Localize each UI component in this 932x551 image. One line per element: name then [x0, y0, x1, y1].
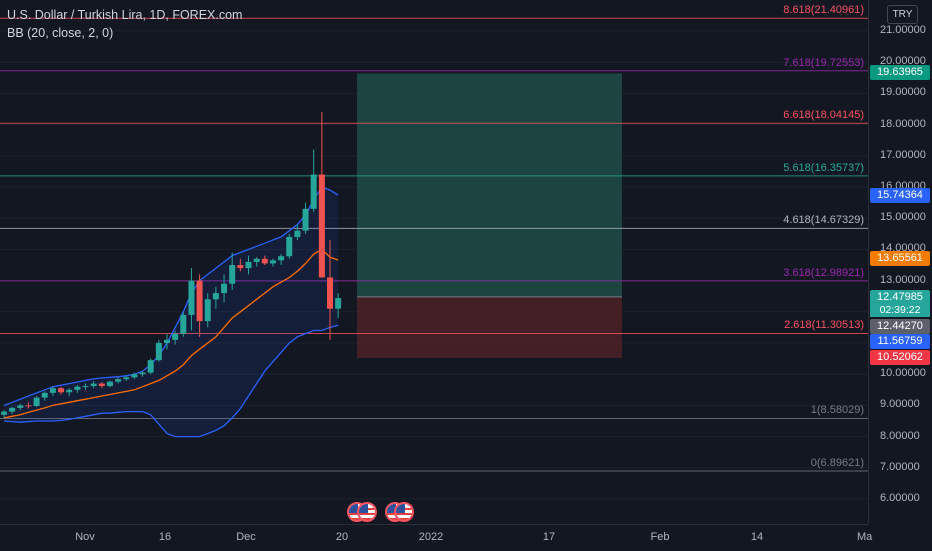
price-tick-label: 13.00000 — [880, 273, 926, 286]
bb-upper-line — [3, 186, 339, 407]
bollinger-bands — [3, 186, 339, 438]
us-flag-event-icon[interactable] — [357, 502, 377, 522]
candle-body — [180, 314, 187, 334]
fib-level-label: 3.618(12.98921) — [783, 266, 864, 279]
candles — [1, 112, 342, 418]
candle-body — [229, 265, 236, 284]
candle-body — [74, 386, 81, 390]
candle-body — [82, 386, 89, 388]
price-tick-label: 20.00000 — [880, 55, 926, 68]
candle-body — [9, 407, 16, 412]
candle-body — [212, 293, 219, 300]
candle-body — [25, 405, 32, 407]
price-tag: 11.56759 — [870, 333, 930, 349]
price-tick-label: 19.00000 — [880, 86, 926, 99]
indicator-label[interactable]: BB (20, close, 2, 0) — [7, 26, 114, 40]
candle-body — [188, 280, 195, 315]
fib-level-label: 2.618(11.30513) — [784, 319, 864, 332]
candle-body — [204, 299, 211, 322]
candle-body — [58, 388, 65, 393]
fib-level-label: 1(8.58029) — [810, 404, 864, 417]
candle-body — [49, 388, 56, 393]
price-tick-label: 8.00000 — [880, 429, 920, 442]
candle-body — [123, 377, 130, 380]
price-tick-label: 6.00000 — [880, 492, 920, 504]
candle-body — [131, 374, 138, 378]
candle-body — [106, 381, 113, 387]
us-flag-event-icon[interactable] — [394, 502, 414, 522]
time-tick-label: 14 — [750, 531, 764, 543]
time-tick-label: 20 — [335, 531, 349, 543]
price-tick-label: 10.00000 — [880, 367, 926, 380]
candle-body — [172, 333, 179, 340]
price-tag: 13.65561 — [870, 250, 930, 266]
price-tag: 10.52062 — [870, 349, 930, 365]
candle-body — [269, 260, 276, 264]
price-tick-label: 15.00000 — [880, 211, 926, 224]
candle-body — [245, 261, 252, 269]
price-tag: 15.74364 — [870, 187, 930, 203]
fib-level-label: 0(6.89621) — [810, 457, 864, 470]
candle-body — [17, 405, 24, 408]
candle-body — [294, 230, 301, 237]
time-tick-label: Feb — [650, 531, 670, 543]
bb-lower-line — [3, 324, 339, 438]
price-tick-label: 7.00000 — [880, 460, 920, 473]
fib-level-label: 8.618(21.40961) — [783, 4, 864, 17]
time-tick-label: Nov — [75, 531, 95, 543]
time-tick-label: Ma — [857, 531, 873, 543]
price-tag: 12.44270 — [870, 318, 930, 334]
fib-level-label: 7.618(19.72553) — [783, 56, 864, 69]
price-tick-label: 9.00000 — [880, 398, 920, 411]
fib-level-label: 5.618(16.35737) — [783, 161, 864, 174]
candle-body — [310, 174, 317, 209]
time-tick-label: 16 — [158, 531, 172, 543]
candle-body — [1, 411, 7, 415]
loss-zone[interactable] — [357, 296, 622, 358]
candle-body — [335, 298, 342, 309]
time-tick-label: 2022 — [418, 531, 444, 543]
time-axis[interactable]: Nov 16 Dec 20 2022 17 Feb 14 Ma — [0, 524, 872, 551]
candle-body — [147, 360, 154, 373]
currency-button[interactable]: TRY — [887, 5, 918, 24]
candle-body — [302, 208, 309, 231]
candle-body — [164, 339, 170, 343]
price-tick-label: 17.00000 — [880, 148, 926, 161]
profit-zone[interactable] — [357, 73, 622, 297]
candle-body — [221, 283, 228, 294]
long-position-tool[interactable] — [357, 73, 622, 358]
candle-body — [98, 383, 105, 387]
price-tick-label: 21.00000 — [880, 24, 926, 36]
bb-basis-line — [3, 248, 339, 419]
candle-body — [278, 256, 285, 261]
candle-body — [66, 389, 73, 393]
candle-body — [155, 343, 162, 361]
bb-fill — [4, 187, 339, 437]
symbol-title[interactable]: U.S. Dollar / Turkish Lira, 1D, FOREX.co… — [7, 8, 243, 22]
price-tick-label: 18.00000 — [880, 117, 926, 130]
chart-legend[interactable]: U.S. Dollar / Turkish Lira, 1D, FOREX.co… — [7, 6, 242, 42]
candle-body — [237, 265, 244, 269]
candle-body — [261, 258, 268, 264]
price-tag: 19.63965 — [870, 64, 930, 80]
candle-body — [41, 392, 48, 398]
candle-body — [196, 280, 203, 322]
fib-level-label: 4.618(14.67329) — [783, 214, 864, 227]
time-tick-label: 17 — [542, 531, 556, 543]
candle-body — [318, 174, 325, 278]
candle-body — [286, 236, 293, 257]
price-tag: 12.47985 — [870, 289, 930, 305]
candle-body — [253, 258, 260, 262]
fib-level-label: 6.618(18.04145) — [783, 109, 864, 122]
candle-body — [115, 379, 122, 382]
candle-body — [33, 397, 40, 407]
fib-extension-lines[interactable] — [0, 17, 868, 472]
candle-body — [139, 372, 146, 375]
bar-countdown: 02:39:22 — [870, 304, 930, 317]
time-tick-label: Dec — [236, 531, 256, 543]
candle-body — [90, 383, 97, 387]
candle-body — [327, 277, 333, 309]
